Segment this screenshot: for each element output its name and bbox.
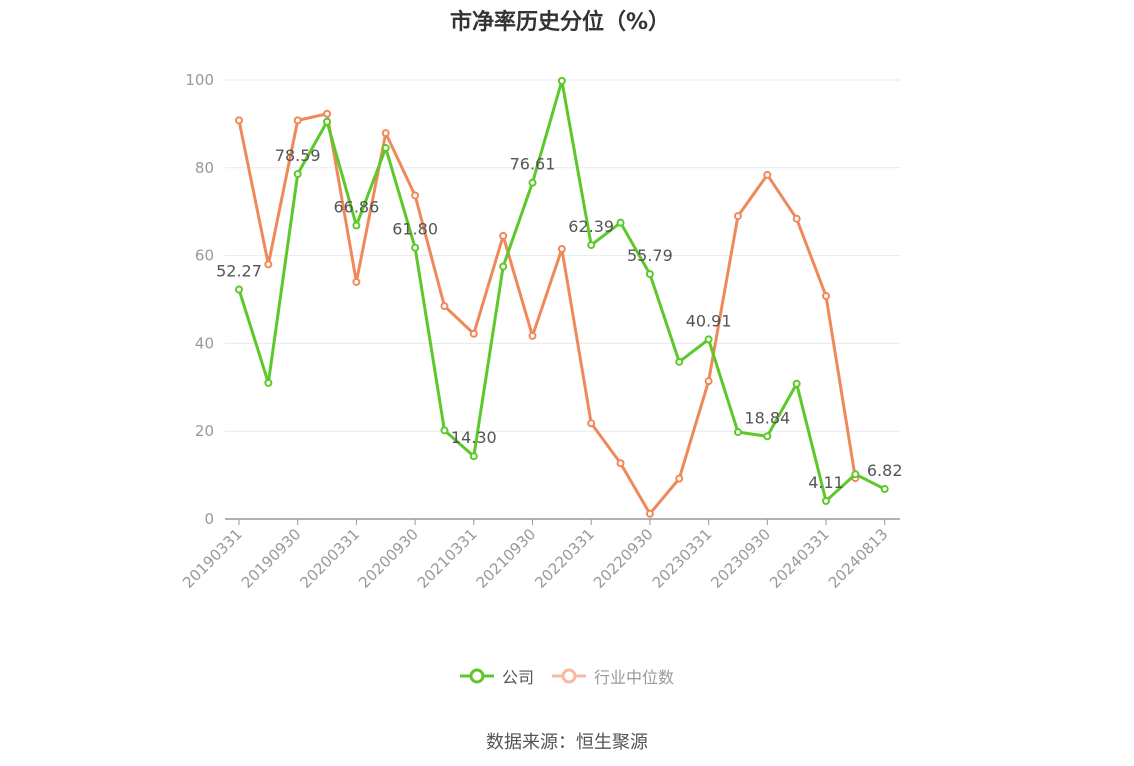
- industry-median-point: [293, 116, 302, 125]
- company-point: [469, 452, 478, 461]
- company-point: [675, 357, 684, 366]
- series-layer: [235, 76, 889, 518]
- industry-median-point: [235, 116, 243, 125]
- y-tick-label: 20: [195, 422, 214, 440]
- company-point: [763, 432, 772, 441]
- legend: 公司 行业中位数: [0, 664, 1134, 688]
- legend-item-industry-median[interactable]: 行业中位数: [552, 664, 674, 688]
- industry-median-point: [264, 260, 273, 269]
- company-point: [822, 496, 830, 505]
- industry-median-point: [411, 191, 420, 200]
- industry-median-point: [352, 277, 361, 286]
- industry-median-point: [499, 231, 508, 240]
- y-tick-label: 60: [195, 247, 214, 265]
- x-tick-label: 20240331: [766, 525, 833, 592]
- industry-median-point: [323, 109, 332, 118]
- industry-median-point: [763, 170, 772, 179]
- industry-median-point: [675, 474, 684, 483]
- company-point: [880, 485, 889, 494]
- company-point: [587, 241, 596, 250]
- company-point: [264, 378, 273, 387]
- data-label: 62.39: [568, 217, 614, 236]
- x-tick-label: 20210331: [414, 525, 481, 592]
- data-label: 55.79: [627, 246, 673, 265]
- industry-median-point: [645, 509, 654, 518]
- data-label: 40.91: [686, 311, 732, 330]
- company-point: [293, 169, 302, 178]
- company-point: [499, 262, 508, 271]
- chart-title: 市净率历史分位（%）: [449, 10, 671, 35]
- industry-median-point: [587, 419, 596, 428]
- company-point: [557, 76, 566, 85]
- legend-company-label: 公司: [501, 668, 534, 687]
- industry-median-line: [237, 112, 857, 516]
- y-tick-label: 40: [195, 334, 214, 352]
- company-point: [733, 428, 742, 437]
- data-label: 78.59: [275, 146, 321, 165]
- data-label: 76.61: [510, 155, 556, 174]
- x-tick-label: 20220331: [531, 525, 598, 592]
- industry-median-point: [381, 129, 390, 138]
- x-tick-label: 20200331: [297, 525, 364, 592]
- x-tick-label: 20230930: [707, 525, 774, 592]
- company-point: [645, 270, 654, 279]
- company-point: [235, 285, 243, 294]
- industry-median-point: [557, 245, 566, 254]
- industry-median-point: [822, 291, 830, 300]
- company-point: [411, 243, 420, 252]
- industry-median-point: [792, 214, 801, 223]
- legend-company-icon: [459, 668, 494, 684]
- company-point: [381, 144, 390, 153]
- data-label: 4.11: [808, 473, 844, 492]
- company-point: [440, 426, 449, 435]
- company-point: [704, 335, 713, 344]
- x-tick-label: 20230331: [649, 525, 716, 592]
- company-point: [851, 470, 860, 479]
- company-point: [616, 218, 625, 227]
- company-point: [323, 117, 332, 126]
- x-tick-label: 20220930: [590, 525, 657, 592]
- x-tick-label: 20210930: [473, 525, 540, 592]
- industry-median-point: [440, 302, 449, 311]
- company-point: [792, 379, 801, 388]
- industry-median-point: [469, 329, 478, 338]
- data-label: 66.86: [333, 197, 379, 216]
- data-label: 6.82: [867, 461, 903, 480]
- data-label: 14.30: [451, 428, 497, 447]
- data-label: 52.27: [216, 262, 262, 281]
- x-tick-label: 20200930: [355, 525, 422, 592]
- y-tick-label: 100: [185, 71, 214, 89]
- x-tick-label: 20240813: [825, 525, 892, 592]
- legend-industry-median-label: 行业中位数: [594, 668, 675, 687]
- source-note: 数据来源：恒生聚源: [486, 732, 648, 753]
- industry-median-point: [616, 459, 625, 468]
- data-label: 61.80: [392, 220, 438, 239]
- x-tick-label: 20190930: [238, 525, 305, 592]
- data-label: 18.84: [744, 408, 790, 427]
- x-tick-label: 20190331: [179, 525, 246, 592]
- industry-median-point: [704, 377, 713, 386]
- y-tick-label: 0: [204, 510, 214, 528]
- data-label-layer: 52.27 78.59 66.86 61.80 14.30 76.61 62.39 55.79…: [216, 146, 902, 492]
- company-line: [237, 79, 886, 503]
- industry-median-point: [528, 331, 537, 340]
- legend-industry-median-icon: [552, 668, 586, 684]
- industry-median-point: [733, 212, 742, 221]
- company-point: [528, 178, 537, 187]
- legend-item-company[interactable]: 公司: [459, 664, 534, 688]
- y-tick-label: 80: [195, 159, 214, 177]
- company-point: [352, 221, 361, 230]
